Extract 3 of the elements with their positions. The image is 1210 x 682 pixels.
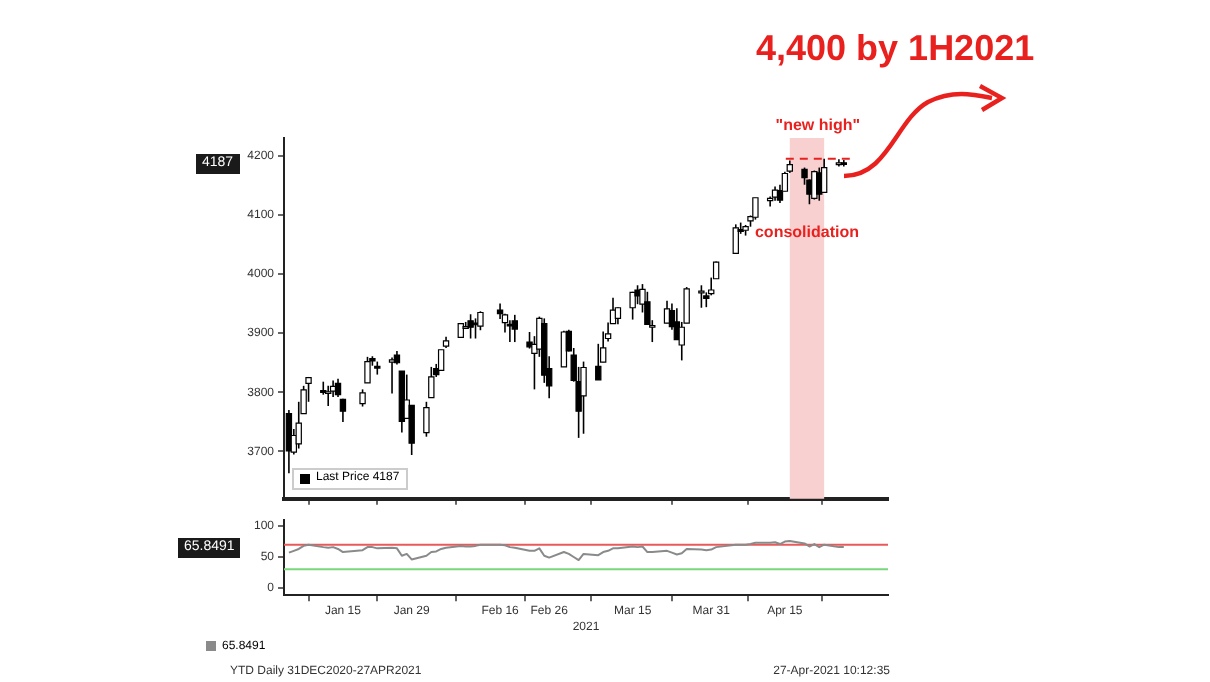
chart-title: 4,400 by 1H2021 (756, 28, 1035, 70)
ref-line-label: "new high" (775, 116, 861, 135)
band-label: consolidation (754, 223, 860, 241)
